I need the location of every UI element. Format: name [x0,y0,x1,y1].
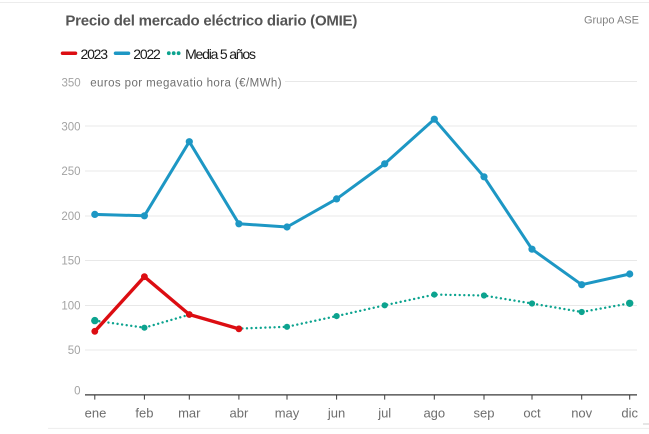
svg-text:Grupo ASE: Grupo ASE [584,15,639,27]
svg-text:dic: dic [621,405,638,420]
svg-text:350: 350 [62,77,81,89]
svg-text:2022: 2022 [133,46,161,62]
svg-text:ago: ago [423,405,445,420]
svg-text:100: 100 [61,300,80,312]
svg-text:Media 5 años: Media 5 años [185,46,256,62]
svg-text:jul: jul [377,405,391,420]
svg-text:euros por megavatio hora (€/MW: euros por megavatio hora (€/MWh) [90,77,282,89]
svg-text:50: 50 [68,345,81,357]
svg-text:may: may [275,405,300,420]
svg-text:sep: sep [474,405,495,420]
svg-text:200: 200 [61,211,80,223]
svg-text:nov: nov [571,405,592,420]
svg-text:Precio del mercado eléctrico d: Precio del mercado eléctrico diario (OMI… [65,12,357,29]
svg-text:abr: abr [230,405,249,420]
svg-text:150: 150 [61,256,80,268]
svg-text:2023: 2023 [81,46,109,62]
svg-text:250: 250 [61,166,80,178]
svg-text:300: 300 [61,121,80,133]
svg-text:ene: ene [85,405,107,420]
svg-text:0: 0 [74,385,80,397]
svg-text:oct: oct [523,405,541,420]
svg-text:mar: mar [178,405,201,420]
svg-text:feb: feb [135,405,153,420]
svg-text:jun: jun [327,405,345,420]
